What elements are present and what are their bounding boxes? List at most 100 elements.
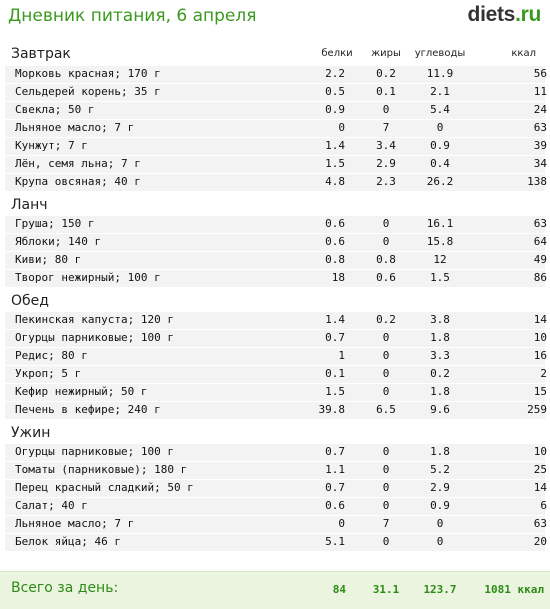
carbs-value: 1.8 xyxy=(430,331,450,344)
food-row: Киви; 80 г 0.8 0.8 12 49 xyxy=(5,252,547,269)
fat-value: 0.1 xyxy=(376,85,396,98)
kcal-value: 25 xyxy=(533,463,547,476)
carbs-value: 1.8 xyxy=(430,385,450,398)
fat-value: 0.2 xyxy=(376,313,396,326)
food-name: Кунжут; 7 г xyxy=(15,139,88,152)
column-fat: жиры xyxy=(371,48,401,59)
protein-value: 5.1 xyxy=(325,535,345,548)
kcal-value: 34 xyxy=(533,157,547,170)
kcal-value: 63 xyxy=(533,517,547,530)
food-row: Печень в кефире; 240 г 39.8 6.5 9.6 259 xyxy=(5,402,547,419)
kcal-value: 259 xyxy=(527,403,547,416)
carbs-value: 3.3 xyxy=(430,349,450,362)
fat-value: 7 xyxy=(382,517,390,530)
food-row: Редис; 80 г 1 0 3.3 16 xyxy=(5,348,547,365)
food-name: Печень в кефире; 240 г xyxy=(15,403,161,416)
carbs-value: 0.4 xyxy=(430,157,450,170)
food-name: Киви; 80 г xyxy=(15,253,82,266)
food-row: Творог нежирный; 100 г 18 0.6 1.5 86 xyxy=(5,270,547,287)
total-carbs: 123.7 xyxy=(423,583,457,596)
carbs-value: 0 xyxy=(436,517,444,530)
kcal-value: 56 xyxy=(533,67,547,80)
meal-section: Ланч Груша; 150 г 0.6 0 16.1 63 Яблоки; 140 г 0… xyxy=(0,192,550,287)
fat-value: 0.6 xyxy=(376,271,396,284)
fat-value: 0 xyxy=(382,331,390,344)
fat-value: 0 xyxy=(382,463,390,476)
column-header-row: Завтрак белки жиры углеводы ккал xyxy=(0,40,550,66)
food-row: Яблоки; 140 г 0.6 0 15.8 64 xyxy=(5,234,547,251)
food-name: Томаты (парниковые); 180 г xyxy=(15,463,188,476)
fat-value: 0 xyxy=(382,103,390,116)
kcal-value: 10 xyxy=(533,445,547,458)
protein-value: 0.6 xyxy=(325,499,345,512)
page-header: Дневник питания, 6 апреля diets.ru xyxy=(0,0,550,34)
logo-text: diets xyxy=(467,3,516,26)
protein-value: 0 xyxy=(338,517,345,530)
fat-value: 0 xyxy=(382,481,390,494)
food-row: Кефир нежирный; 50 г 1.5 0 1.8 15 xyxy=(5,384,547,401)
carbs-value: 5.2 xyxy=(430,463,450,476)
kcal-value: 63 xyxy=(533,121,547,134)
carbs-value: 5.4 xyxy=(430,103,450,116)
kcal-value: 49 xyxy=(533,253,547,266)
fat-value: 0 xyxy=(382,235,390,248)
protein-value: 18 xyxy=(331,271,345,284)
fat-value: 0 xyxy=(382,535,390,548)
site-logo[interactable]: diets.ru xyxy=(467,3,542,27)
protein-value: 1.5 xyxy=(325,157,345,170)
meal-title: Ужин xyxy=(11,425,51,441)
fat-value: 0.2 xyxy=(376,67,396,80)
kcal-value: 10 xyxy=(533,331,547,344)
protein-value: 0.7 xyxy=(325,331,345,344)
food-row: Белок яйца; 46 г 5.1 0 0 20 xyxy=(5,534,547,551)
fat-value: 0 xyxy=(382,499,390,512)
carbs-value: 9.6 xyxy=(430,403,450,416)
meal-header: Обед xyxy=(0,288,550,312)
kcal-value: 86 xyxy=(533,271,547,284)
food-name: Белок яйца; 46 г xyxy=(15,535,121,548)
carbs-value: 15.8 xyxy=(426,235,454,248)
carbs-value: 16.1 xyxy=(426,217,454,230)
protein-value: 0.6 xyxy=(325,235,345,248)
fat-value: 2.3 xyxy=(376,175,396,188)
protein-value: 1.4 xyxy=(325,313,345,326)
food-row: Перец красный сладкий; 50 г 0.7 0 2.9 14 xyxy=(5,480,547,497)
carbs-value: 3.8 xyxy=(430,313,450,326)
food-name: Укроп; 5 г xyxy=(15,367,82,380)
carbs-value: 2.1 xyxy=(430,85,450,98)
kcal-value: 11 xyxy=(533,85,547,98)
carbs-value: 0.2 xyxy=(430,367,450,380)
food-name: Крупа овсяная; 40 г xyxy=(15,175,141,188)
day-total: Всего за день: 84 31.1 123.7 1081 ккал xyxy=(0,571,550,609)
kcal-value: 20 xyxy=(533,535,547,548)
meal-title: Обед xyxy=(11,293,49,309)
food-row: Свекла; 50 г 0.9 0 5.4 24 xyxy=(5,102,547,119)
protein-value: 1.1 xyxy=(325,463,345,476)
fat-value: 6.5 xyxy=(376,403,396,416)
total-fat: 31.1 xyxy=(372,583,400,596)
fat-value: 0 xyxy=(382,367,390,380)
food-row: Крупа овсяная; 40 г 4.8 2.3 26.2 138 xyxy=(5,174,547,191)
kcal-value: 63 xyxy=(533,217,547,230)
protein-value: 0.7 xyxy=(325,481,345,494)
food-row: Кунжут; 7 г 1.4 3.4 0.9 39 xyxy=(5,138,547,155)
food-row: Томаты (парниковые); 180 г 1.1 0 5.2 25 xyxy=(5,462,547,479)
fat-value: 2.9 xyxy=(376,157,396,170)
fat-value: 3.4 xyxy=(376,139,396,152)
total-kcal: 1081 ккал xyxy=(484,583,544,596)
food-name: Пекинская капуста; 120 г xyxy=(15,313,174,326)
protein-value: 0.9 xyxy=(325,103,345,116)
protein-value: 2.2 xyxy=(325,67,345,80)
protein-value: 0.1 xyxy=(325,367,345,380)
food-row: Сельдерей корень; 35 г 0.5 0.1 2.1 11 xyxy=(5,84,547,101)
protein-value: 4.8 xyxy=(325,175,345,188)
logo-domain: .ru xyxy=(515,3,541,26)
meal-section: Завтрак белки жиры углеводы ккал Морковь крас… xyxy=(0,40,550,191)
kcal-value: 39 xyxy=(533,139,547,152)
food-name: Свекла; 50 г xyxy=(15,103,95,116)
protein-value: 0.5 xyxy=(325,85,345,98)
meal-header: Ланч xyxy=(0,192,550,216)
kcal-value: 2 xyxy=(540,367,547,380)
fat-value: 7 xyxy=(382,121,390,134)
carbs-value: 26.2 xyxy=(426,175,454,188)
